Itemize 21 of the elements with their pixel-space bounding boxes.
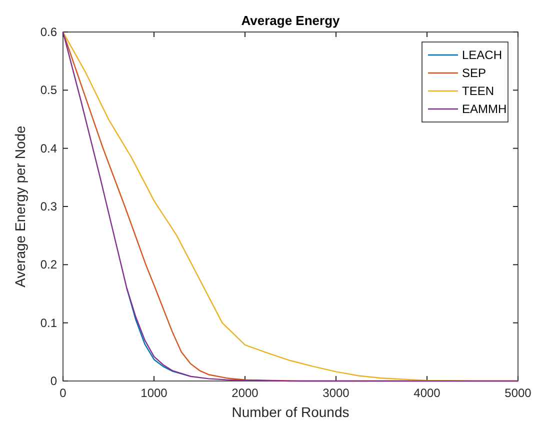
y-tick-label: 0.3 [40,200,58,214]
legend-label: LEACH [462,48,502,62]
y-tick-label: 0.1 [40,316,58,330]
x-tick-label: 3000 [322,386,350,400]
y-tick-label: 0.6 [40,25,58,39]
x-axis-title: Number of Rounds [232,404,350,420]
legend-label: EAMMH [462,102,507,116]
y-tick-label: 0.2 [40,258,58,272]
legend-label: SEP [462,66,486,80]
y-tick-label: 0.5 [40,83,58,98]
y-tick-label: 0.4 [40,141,58,156]
y-axis-title: Average Energy per Node [12,125,28,288]
line-series [63,31,518,382]
y-tick-label: 0 [50,374,58,388]
x-tick-label: 5000 [504,386,532,400]
x-tick-label: 0 [60,386,67,400]
legend-label: TEEN [462,84,494,98]
x-tick-label: 1000 [140,386,168,400]
x-tick-label: 2000 [232,386,259,400]
x-tick-label: 4000 [414,386,441,400]
chart-title: Average Energy [241,13,341,28]
